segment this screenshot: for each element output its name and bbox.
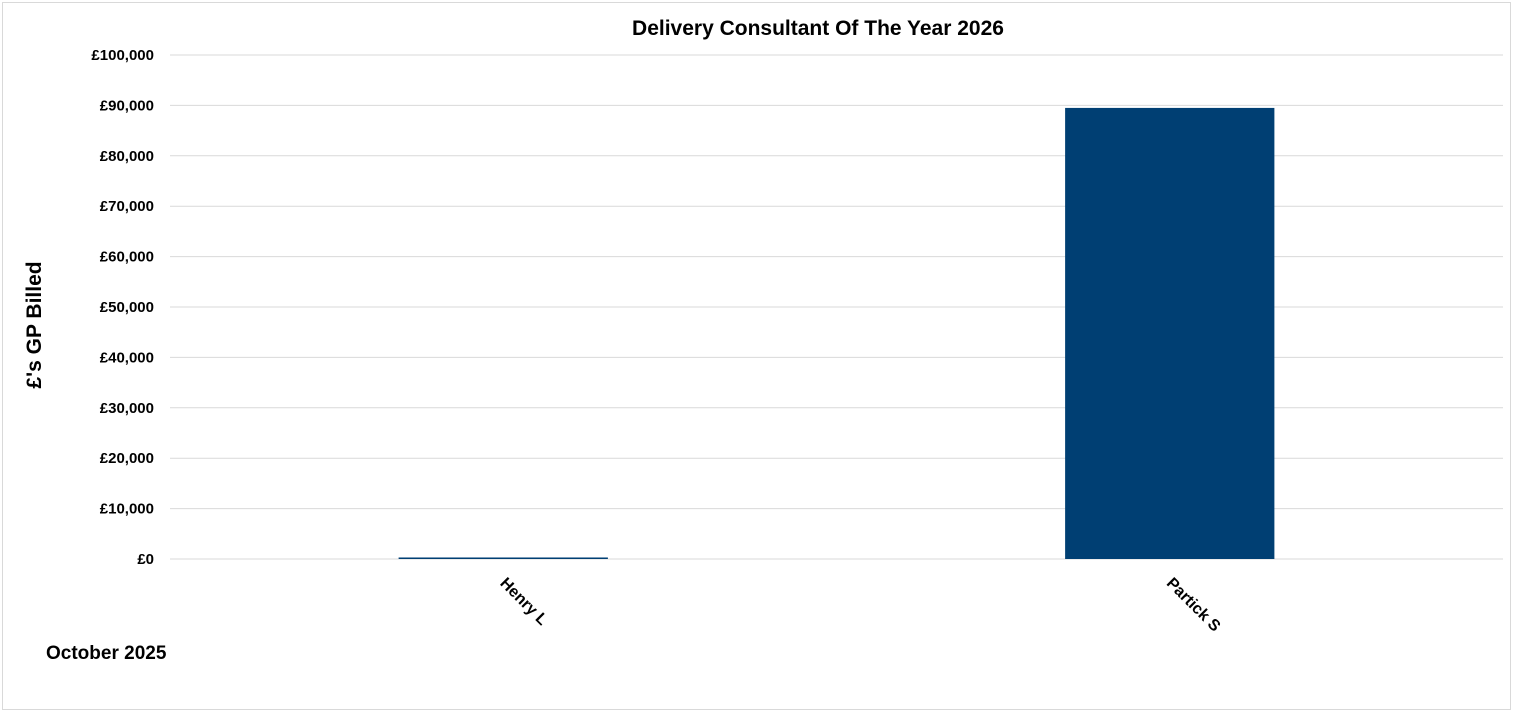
y-tick-label: £30,000: [100, 400, 154, 417]
y-tick-label: £40,000: [100, 349, 154, 366]
footnote-date: October 2025: [46, 643, 167, 664]
gridlines: [170, 54, 1503, 560]
y-tick-label: £0: [137, 551, 154, 568]
y-tick-label: £20,000: [100, 450, 154, 467]
y-tick-label: £90,000: [100, 97, 154, 114]
x-tick-label: Partick S: [1163, 575, 1224, 636]
y-tick-label: £50,000: [100, 299, 154, 316]
x-tick-label: Henry L: [496, 575, 550, 629]
y-tick-label: £60,000: [100, 249, 154, 266]
y-tick-label: £100,000: [91, 47, 154, 64]
y-tick-label: £10,000: [100, 501, 154, 518]
y-tick-label: £80,000: [100, 148, 154, 165]
bars: [398, 107, 1275, 560]
chart-title: Delivery Consultant Of The Year 2026: [632, 17, 1004, 40]
x-axis-ticks: Henry L Partick S: [496, 575, 1223, 636]
y-axis-ticks: £0 £10,000 £20,000 £30,000 £40,000 £50,000 £60…: [91, 47, 154, 568]
bar-partick-s: [1065, 107, 1275, 560]
y-tick-label: £70,000: [100, 198, 154, 215]
bar-henry-l: [398, 557, 608, 559]
y-axis-label: £'s GP Billed: [23, 261, 46, 388]
